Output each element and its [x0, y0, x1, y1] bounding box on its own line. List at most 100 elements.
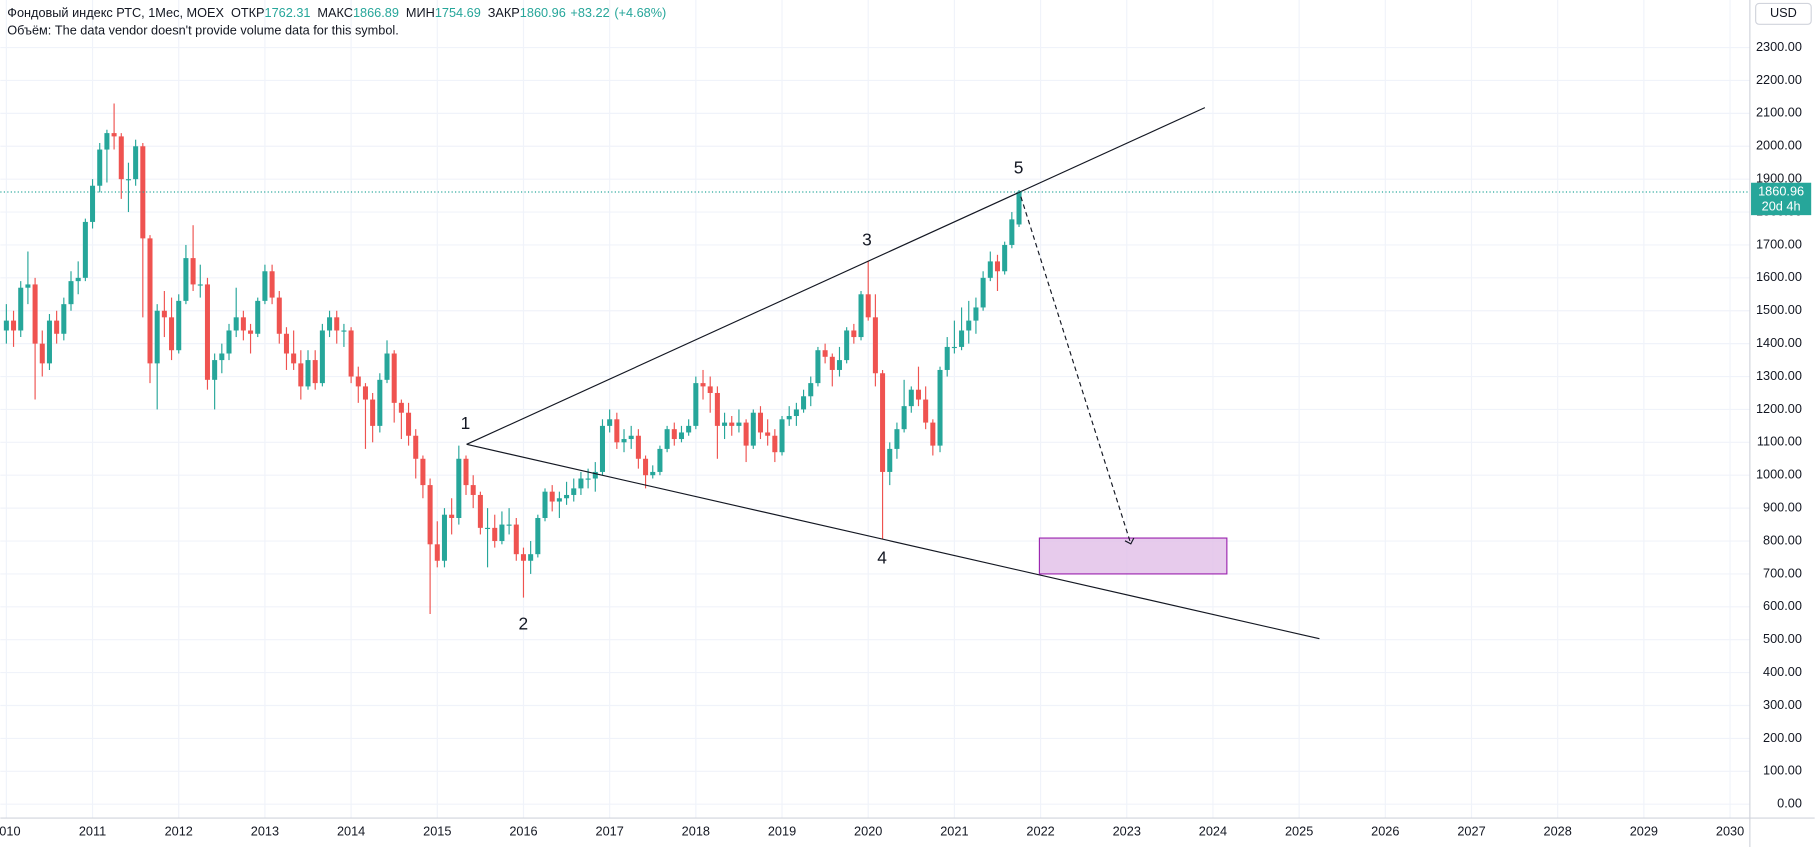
candle-body	[348, 330, 354, 377]
x-tick-label: 2020	[854, 823, 882, 838]
candle-body	[427, 485, 433, 545]
candle-body	[987, 261, 993, 278]
y-tick-label: 1200.00	[1756, 401, 1802, 416]
candle-body	[779, 419, 785, 453]
candles	[3, 103, 1022, 615]
y-tick-label: 1600.00	[1756, 269, 1802, 284]
candle-body	[599, 425, 605, 472]
candle-body	[851, 330, 857, 338]
axes: 0.00 100.00 200.00 300.00 400.00 500.00 600.00…	[0, 39, 1812, 838]
target-zone	[1038, 537, 1228, 575]
candle-body	[118, 136, 124, 180]
candle-body	[11, 320, 17, 331]
x-tick-label: 2018	[682, 823, 710, 838]
candle-body	[1009, 219, 1015, 245]
symbol-title: Фондовый индекс РТС, 1Мес, MOEX	[7, 5, 224, 20]
countdown-label: 20d 4h	[1762, 198, 1801, 213]
candle-body	[449, 514, 455, 518]
candle-body	[635, 435, 641, 459]
wave-label: 2	[519, 613, 529, 633]
y-tick-label: 300.00	[1763, 697, 1802, 712]
candle-body	[944, 346, 950, 370]
candle-body	[959, 330, 965, 347]
last-price-label: 1860.96	[1758, 183, 1804, 198]
candle-body	[643, 458, 649, 476]
ohlc-value: 1762.31	[265, 5, 311, 20]
candle-body	[61, 304, 67, 334]
y-tick-label: 2100.00	[1756, 105, 1802, 120]
y-tick-label: 1900.00	[1756, 171, 1802, 186]
candle-body	[406, 412, 412, 436]
candle-body	[477, 494, 483, 528]
candle-body	[887, 448, 893, 472]
candle-body	[571, 488, 577, 495]
candle-body	[248, 330, 254, 334]
candle-body	[714, 392, 720, 426]
projection-arrow	[1020, 196, 1135, 545]
candle-body	[951, 346, 957, 349]
ohlc-label: МАКС	[317, 5, 353, 20]
y-tick-label: 400.00	[1763, 664, 1802, 679]
candle-body	[147, 238, 153, 364]
candle-body	[700, 383, 706, 387]
candle-body	[765, 432, 771, 436]
currency[interactable]: USD	[1770, 5, 1797, 20]
x-tick-label: 2017	[596, 823, 624, 838]
ohlc-label: ОТКР	[231, 5, 265, 20]
candle-body	[793, 409, 799, 417]
candle-body	[520, 554, 526, 561]
candle-body	[391, 353, 397, 403]
candle-body	[133, 146, 139, 180]
y-tick-label: 900.00	[1763, 499, 1802, 514]
y-tick-label: 1500.00	[1756, 302, 1802, 317]
wave-label: 4	[877, 547, 887, 567]
candle-body	[844, 330, 850, 361]
candle-body	[111, 133, 117, 137]
candle-body	[786, 416, 792, 420]
candle-body	[75, 277, 81, 282]
candle-body	[25, 284, 31, 288]
candle-body	[815, 350, 821, 384]
y-tick-label: 200.00	[1763, 730, 1802, 745]
y-tick-label: 2000.00	[1756, 138, 1802, 153]
candle-body	[355, 376, 361, 387]
x-tick-label: 2012	[165, 823, 193, 838]
candle-body	[980, 277, 986, 308]
candle-body	[240, 317, 246, 331]
candle-body	[628, 435, 634, 440]
candle-body	[68, 281, 74, 305]
candle-body	[39, 343, 45, 364]
candle-body	[923, 399, 929, 423]
candle-body	[872, 317, 878, 374]
candle-body	[154, 310, 160, 364]
candle-body	[707, 386, 713, 393]
candle-body	[808, 383, 814, 397]
ohlc-value: 1754.69	[435, 5, 481, 20]
candle-body	[269, 271, 275, 298]
candle-body	[664, 429, 670, 449]
candle-body	[125, 179, 131, 181]
x-tick-label: 2028	[1544, 823, 1572, 838]
candle-body	[54, 320, 60, 334]
ohlc-label: ЗАКР	[488, 5, 520, 20]
candle-body	[291, 353, 297, 364]
candle-body	[370, 399, 376, 426]
candle-body	[283, 333, 289, 354]
candle-body	[564, 494, 570, 499]
candle-body	[528, 554, 534, 561]
candle-body	[492, 527, 498, 542]
candle-body	[908, 389, 914, 407]
candle-body	[90, 185, 96, 222]
candle-body	[750, 412, 756, 446]
currency-button[interactable]	[1755, 2, 1812, 25]
candle-body	[470, 485, 476, 495]
candle-body	[994, 261, 1000, 272]
y-tick-label: 800.00	[1763, 532, 1802, 547]
candle-body	[506, 524, 512, 526]
candle-body	[829, 356, 835, 370]
candle-body	[801, 396, 807, 410]
candle-body	[585, 478, 591, 480]
candle-body	[362, 386, 368, 400]
candle-body	[312, 360, 318, 384]
